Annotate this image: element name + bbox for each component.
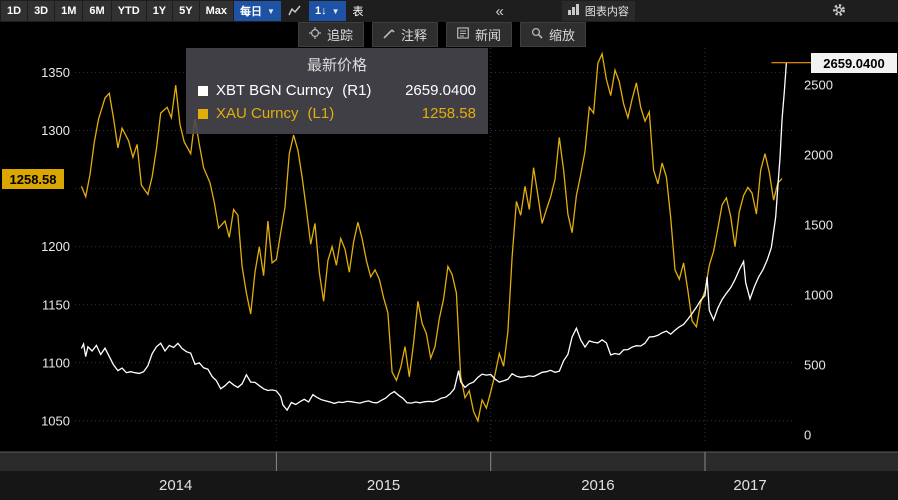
collapse-panel-button[interactable]: «	[490, 1, 510, 21]
track-button[interactable]: 追踪	[298, 21, 365, 47]
table-button[interactable]: 表	[347, 1, 370, 21]
periodicity-label: 每日	[240, 6, 263, 18]
zoom-button-label: 缩放	[549, 27, 576, 43]
legend-row-xau: XAU Curncy (L1) 1258.58	[198, 102, 476, 125]
range-button-3d[interactable]: 3D	[28, 1, 55, 21]
series-line-xbt	[80, 62, 788, 412]
annotate-icon	[383, 27, 395, 42]
top-toolbar: 1D 3D 1M 6M YTD 1Y 5Y Max 每日 ▼ 1↓ ▼ 表 « 图表内容	[0, 0, 898, 22]
right-axis-tick-label: 500	[804, 358, 826, 373]
chart-content-label: 图表内容	[584, 6, 629, 18]
double-chevron-left-icon: «	[495, 2, 504, 20]
left-axis-tick-label: 1050	[41, 413, 70, 428]
left-axis-tick-label: 1100	[42, 355, 70, 370]
xau-series-swatch	[198, 108, 208, 119]
news-button-label: 新闻	[475, 27, 502, 43]
right-axis-tick-label: 0	[804, 428, 811, 443]
xau-last-price: 1258.58	[421, 105, 476, 122]
line-chart-icon	[288, 5, 302, 17]
range-button-1m[interactable]: 1M	[55, 1, 83, 21]
range-button-6m[interactable]: 6M	[83, 1, 111, 21]
table-button-label: 表	[352, 6, 364, 18]
crosshair-icon	[309, 26, 321, 42]
xbt-series-swatch	[198, 85, 208, 96]
annotate-button[interactable]: 注释	[372, 21, 439, 47]
chart-content-button[interactable]: 图表内容	[561, 1, 635, 21]
date-axis-band	[0, 452, 898, 471]
chart-type-line-button[interactable]	[282, 1, 308, 21]
zoom-button[interactable]: 缩放	[520, 21, 587, 47]
chart-style-button[interactable]: 1↓ ▼	[308, 1, 346, 21]
range-button-group: 1D 3D 1M 6M YTD 1Y 5Y Max	[0, 0, 234, 22]
date-label-strip	[0, 471, 898, 500]
left-axis-tick-label: 1150	[42, 297, 70, 312]
right-axis-tick-label: 1000	[804, 288, 833, 303]
chevron-down-icon: ▼	[267, 6, 275, 16]
year-label: 2014	[159, 477, 192, 494]
settings-button[interactable]	[826, 1, 852, 21]
legend-title: 最新价格	[306, 57, 367, 74]
legend-row-xbt: XBT BGN Curncy (R1) 2659.0400	[198, 79, 476, 102]
zoom-icon	[531, 27, 543, 42]
xau-price-badge: 1258.58	[2, 169, 64, 189]
chart-tools-toolbar: 追踪 注释 新闻 缩放	[0, 21, 898, 47]
chevron-down-icon: ▼	[331, 6, 340, 16]
series-line-xau	[80, 51, 783, 423]
xbt-series-name: XBT BGN Curncy	[216, 82, 334, 99]
annotate-button-label: 注释	[401, 27, 428, 43]
news-button[interactable]: 新闻	[446, 21, 513, 47]
range-button-5y[interactable]: 5Y	[173, 1, 199, 21]
left-axis-tick-label: 1200	[41, 239, 70, 254]
xbt-price-badge: 2659.0400	[811, 53, 897, 73]
periodicity-button[interactable]: 每日 ▼	[234, 1, 281, 21]
right-axis-tick-label: 1500	[804, 218, 833, 233]
gear-icon	[832, 3, 846, 20]
right-axis-tick-label: 2000	[804, 148, 833, 163]
right-axis-tick-label: 2500	[804, 78, 833, 93]
last-price-legend[interactable]: 最新价格 XBT BGN Curncy (R1) 2659.0400 XAU C…	[186, 48, 488, 134]
bar-chart-icon	[567, 4, 580, 18]
range-button-1d[interactable]: 1D	[1, 1, 28, 21]
candle-style-icon: 1↓	[314, 5, 327, 17]
track-button-label: 追踪	[327, 27, 354, 43]
year-label: 2017	[733, 477, 766, 494]
news-icon	[457, 26, 469, 42]
xbt-last-price: 2659.0400	[405, 82, 476, 99]
left-axis-tick-label: 1350	[41, 65, 70, 80]
left-axis-tick-label: 1300	[41, 123, 70, 138]
xbt-axis-tag: (R1)	[342, 82, 372, 99]
range-button-max[interactable]: Max	[199, 1, 234, 21]
range-button-ytd[interactable]: YTD	[111, 1, 146, 21]
year-label: 2016	[581, 477, 614, 494]
range-button-1y[interactable]: 1Y	[146, 1, 173, 21]
xau-series-name: XAU Curncy	[216, 105, 299, 122]
xau-axis-tag: (L1)	[307, 105, 335, 122]
year-label: 2015	[367, 477, 400, 494]
